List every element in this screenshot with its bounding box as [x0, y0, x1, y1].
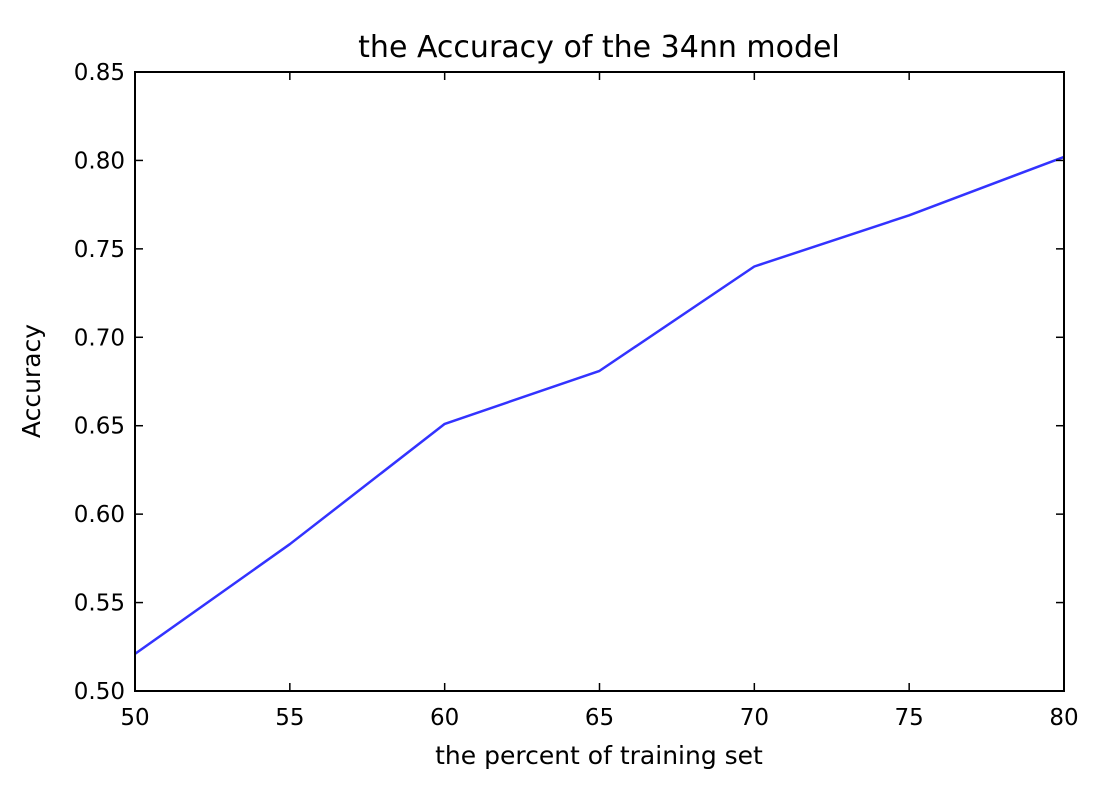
y-tick-label: 0.80 — [74, 148, 125, 174]
x-tick-label: 60 — [430, 705, 459, 731]
x-axis-label: the percent of training set — [435, 741, 763, 770]
accuracy-series-line — [134, 155, 1065, 655]
y-tick-label: 0.50 — [74, 679, 125, 705]
x-tick-label: 65 — [585, 705, 614, 731]
y-tick-label: 0.55 — [74, 591, 125, 617]
y-tick-label: 0.65 — [74, 414, 125, 440]
x-axis: 50 55 60 65 70 75 80 — [120, 72, 1079, 731]
y-tick-label: 0.85 — [74, 60, 125, 86]
x-tick-label: 75 — [895, 705, 924, 731]
chart-title: the Accuracy of the 34nn model — [358, 30, 840, 65]
y-tick-label: 0.60 — [74, 502, 125, 528]
y-axis: 0.50 0.55 0.60 0.65 0.70 0.75 0.80 0.85 — [74, 60, 1064, 705]
y-tick-label: 0.70 — [74, 325, 125, 351]
y-axis-label: Accuracy — [17, 324, 46, 438]
plot-frame — [134, 71, 1065, 692]
y-tick-label: 0.75 — [74, 237, 125, 263]
x-tick-label: 70 — [740, 705, 769, 731]
x-tick-label: 50 — [120, 705, 149, 731]
plot-area — [134, 155, 1065, 655]
x-tick-label: 55 — [275, 705, 304, 731]
x-tick-label: 80 — [1049, 705, 1078, 731]
